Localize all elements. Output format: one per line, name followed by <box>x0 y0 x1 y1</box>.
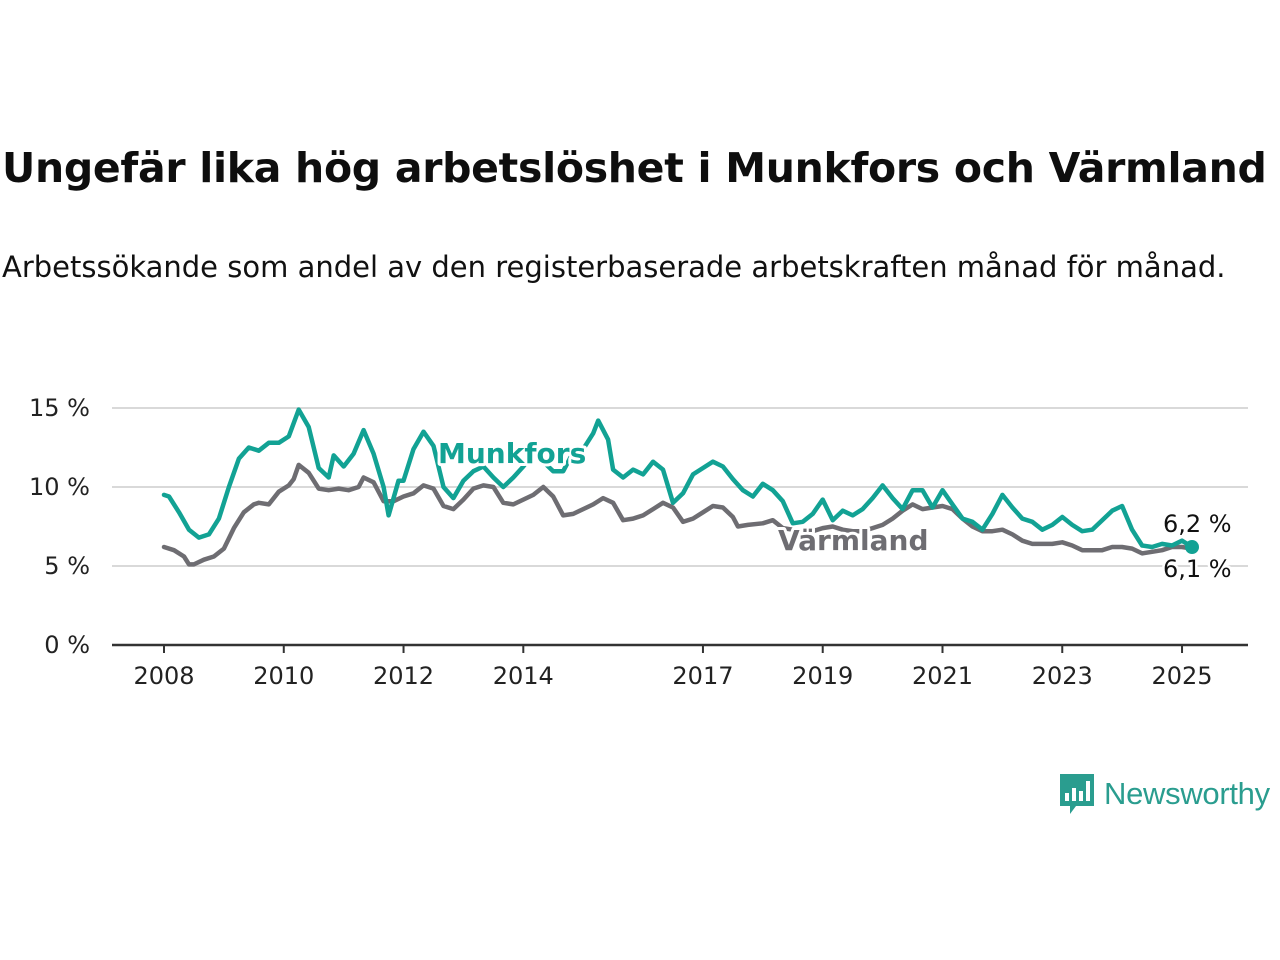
y-tick-label: 10 % <box>29 473 90 501</box>
y-axis-ticks: 0 % 5 % 10 % 15 % <box>29 394 90 659</box>
end-label-munkfors: 6,2 % <box>1163 510 1232 538</box>
chart-subtitle: Arbetssökande som andel av den registerb… <box>2 250 1226 284</box>
series-labels: Munkfors Värmland 6,2 % 6,1 % <box>435 434 1234 586</box>
x-tick-label: 2023 <box>1032 662 1093 690</box>
x-tick-label: 2014 <box>493 662 554 690</box>
x-tick-label: 2008 <box>133 662 194 690</box>
newsworthy-logo-icon <box>1060 774 1094 814</box>
end-point-marker <box>1185 540 1200 555</box>
y-tick-label: 0 % <box>44 631 90 659</box>
series-line-munkfors <box>161 407 1195 550</box>
series-label-varmland: Värmland <box>778 524 929 557</box>
x-tick-label: 2019 <box>792 662 853 690</box>
end-label-varmland: 6,1 % <box>1163 555 1232 583</box>
chart-title: Ungefär lika hög arbetslöshet i Munkfors… <box>2 144 1267 192</box>
x-axis: 2008 2010 2012 2014 2017 2019 2021 2023 2025 <box>112 643 1248 690</box>
x-tick-label: 2025 <box>1151 662 1212 690</box>
x-tick-label: 2017 <box>672 662 733 690</box>
gridlines <box>112 407 1248 567</box>
x-tick-label: 2010 <box>253 662 314 690</box>
series-label-munkfors: Munkfors <box>438 437 586 470</box>
series-lines <box>161 407 1200 567</box>
newsworthy-brand: Newsworthy <box>1058 772 1270 816</box>
y-tick-label: 5 % <box>44 552 90 580</box>
x-tick-label: 2012 <box>373 662 434 690</box>
series-line-vrmland <box>161 462 1195 567</box>
x-tick-label: 2021 <box>912 662 973 690</box>
brand-name: Newsworthy <box>1104 776 1270 811</box>
line-chart: 0 %5 %10 %15 % 2008 2010 2012 2014 2017 2019 2… <box>29 394 1248 690</box>
y-tick-label: 15 % <box>29 394 90 422</box>
